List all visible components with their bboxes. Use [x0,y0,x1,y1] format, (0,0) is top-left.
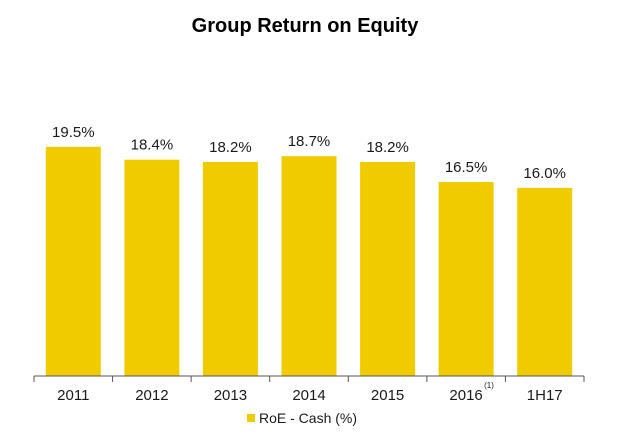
bar-2016 [438,182,494,376]
bar-2011 [45,146,101,376]
legend-label: RoE - Cash (%) [259,410,357,426]
bar-2013 [202,162,258,376]
data-label-2014: 18.7% [288,133,331,150]
data-label-2013: 18.2% [209,139,252,156]
legend: RoE - Cash (%) [247,410,357,426]
x-label-group: 2011 2012 2013 2014 2015 2016(1) 1H17 [57,381,562,404]
x-tick-label-1H17: 1H17 [527,387,563,404]
bar-2014 [281,156,337,376]
x-tick-label-2013: 2013 [214,387,247,404]
x-tick-label-2011: 2011 [57,387,89,404]
data-label-2012: 18.4% [131,137,174,154]
bar-2012 [124,159,180,376]
x-tick-label-2012: 2012 [135,387,168,404]
chart-title: Group Return on Equity [192,15,420,37]
data-label-group: 19.5% 18.4% 18.2% 18.7% 18.2% 16.5% 16.0% [52,124,566,182]
legend-swatch [247,414,255,422]
x-tick-group [33,376,585,382]
x-tick-label-2014: 2014 [292,387,325,404]
data-label-1H17: 16.0% [523,165,566,182]
bar-1H17 [517,187,573,376]
data-label-2015: 18.2% [366,139,409,156]
bar-2015 [360,162,416,376]
bar-group [45,146,573,376]
x-tick-label-2015: 2015 [371,387,404,404]
footnote-marker-2016: (1) [484,381,494,390]
data-label-2011: 19.5% [52,124,95,141]
x-tick-label-2016: 2016 [449,387,482,404]
data-label-2016: 16.5% [445,159,488,176]
